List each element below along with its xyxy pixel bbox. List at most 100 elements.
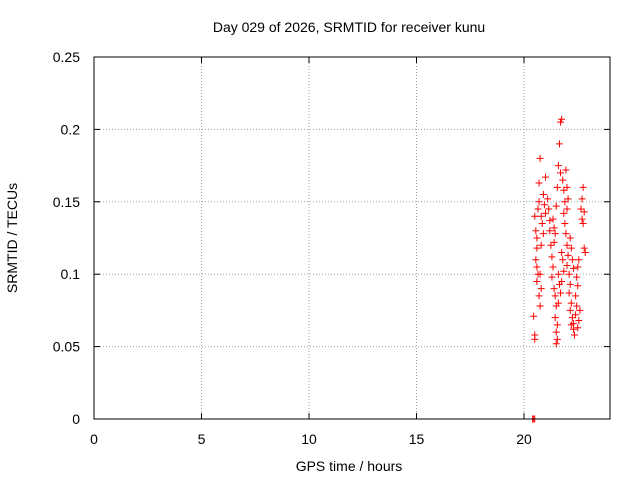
data-point-marker — [572, 292, 580, 300]
data-point-marker — [550, 224, 558, 232]
x-tick-label: 20 — [516, 431, 532, 447]
data-point-marker — [578, 195, 586, 203]
y-axis-label: SRMTID / TECUs — [4, 183, 20, 293]
data-point-marker — [550, 285, 558, 293]
data-point-marker — [539, 191, 547, 199]
data-point-marker — [542, 209, 549, 217]
data-point-marker — [533, 277, 541, 285]
data-point-marker — [542, 173, 549, 181]
x-tick-label: 10 — [301, 431, 317, 447]
data-point-marker — [547, 241, 555, 249]
data-point-marker — [568, 314, 576, 322]
data-point-marker — [549, 263, 557, 271]
data-point-marker — [533, 234, 541, 242]
data-point-marker — [566, 306, 574, 314]
data-point-marker — [554, 299, 562, 307]
data-point-marker — [549, 215, 557, 223]
data-point-marker — [575, 317, 583, 325]
data-point-marker — [563, 205, 571, 213]
data-point-marker — [561, 220, 569, 228]
y-tick-label: 0 — [72, 411, 80, 427]
data-point-marker — [566, 280, 574, 288]
plot-frame — [93, 56, 611, 420]
data-point-marker — [551, 292, 559, 300]
data-point-marker — [565, 270, 573, 278]
data-point-marker — [567, 244, 575, 252]
data-point-marker — [566, 234, 574, 242]
data-point-marker — [553, 335, 561, 343]
data-point-marker — [548, 273, 556, 281]
data-point-marker — [557, 118, 565, 126]
data-point-marker — [580, 244, 588, 252]
data-point-marker — [559, 256, 567, 264]
data-point-marker — [535, 179, 543, 187]
data-point-marker — [565, 289, 573, 297]
data-point-marker — [540, 201, 548, 209]
data-point-marker — [539, 230, 547, 238]
data-point-marker — [546, 227, 554, 235]
data-point-marker — [560, 267, 568, 275]
data-point-marker — [553, 183, 561, 191]
data-point-marker — [571, 331, 579, 339]
data-point-marker — [560, 186, 568, 194]
data-point-marker — [559, 176, 567, 184]
data-point-marker — [564, 195, 572, 203]
y-tick-label: 0.1 — [61, 266, 81, 282]
y-tick-label: 0.25 — [53, 49, 80, 65]
data-point-marker — [536, 302, 544, 310]
data-point-marker — [550, 238, 558, 246]
data-point-marker — [568, 256, 576, 264]
data-point-marker — [551, 230, 559, 238]
data-point-marker — [537, 241, 545, 249]
data-point-marker — [563, 183, 571, 191]
data-point-marker — [574, 263, 582, 271]
data-point-marker — [564, 251, 572, 259]
data-point-marker — [557, 289, 565, 297]
grid — [94, 57, 610, 419]
x-tick-label: 5 — [198, 431, 206, 447]
data-point-marker — [554, 162, 562, 170]
data-point-marker — [535, 292, 543, 300]
data-point-marker — [578, 215, 586, 223]
data-point-marker — [551, 314, 559, 322]
data-point-marker — [552, 202, 560, 210]
data-point-marker — [569, 264, 577, 272]
data-point-marker — [581, 248, 589, 256]
data-point-marker — [558, 115, 566, 123]
y-tick-label: 0.2 — [61, 121, 81, 137]
data-point-marker — [574, 324, 582, 332]
data-point-marker — [536, 154, 544, 162]
data-point-marker — [533, 244, 541, 252]
data-point-marker — [576, 306, 584, 314]
data-point-marker — [548, 253, 556, 261]
data-point-marker — [579, 183, 587, 191]
data-point-marker — [534, 205, 542, 213]
data-point-marker — [579, 220, 587, 228]
data-point-marker — [531, 212, 539, 220]
data-point-marker — [532, 256, 540, 264]
data-point-marker — [580, 208, 588, 216]
data-point-marker — [536, 270, 544, 278]
data-point-marker — [558, 248, 566, 256]
data-point-marker — [545, 205, 553, 213]
data-point-marker — [546, 217, 554, 225]
y-tick-label: 0.05 — [53, 339, 80, 355]
data-point-marker — [532, 227, 540, 235]
data-point-marker — [533, 263, 541, 271]
data-point-marker — [537, 285, 545, 293]
data-point-marker — [557, 169, 565, 177]
x-axis-label: GPS time / hours — [296, 458, 403, 474]
data-point-marker — [561, 198, 569, 206]
data-point-marker — [552, 328, 560, 336]
chart-title: Day 029 of 2026, SRMTID for receiver kun… — [213, 19, 485, 35]
data-point-marker — [555, 140, 563, 148]
y-tick-label: 0.15 — [53, 194, 80, 210]
data-point-marker — [560, 209, 568, 217]
data-point-marker — [562, 230, 570, 238]
data-point-marker — [552, 340, 560, 348]
x-tick-label: 15 — [409, 431, 425, 447]
data-point-marker — [569, 319, 577, 327]
data-point-marker — [577, 205, 585, 213]
